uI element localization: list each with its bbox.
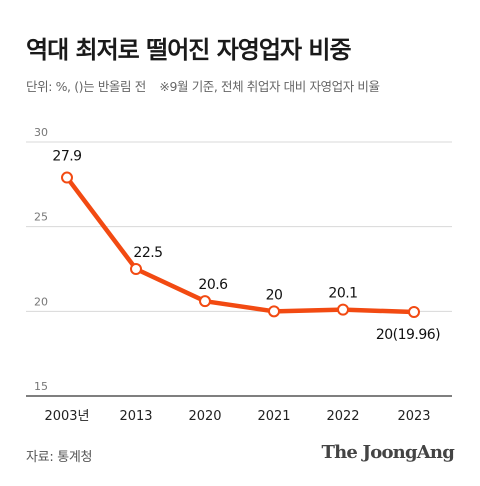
y-tick-label: 30	[34, 126, 48, 139]
data-label: 27.9	[52, 149, 81, 165]
data-point	[61, 171, 73, 184]
series-line	[64, 175, 417, 315]
y-tick-label: 20	[34, 295, 48, 308]
source-text: 자료: 통계청	[26, 450, 93, 465]
unit-note: 단위: %, ()는 반올림 전	[26, 79, 146, 94]
footnote: ※9월 기준, 전체 취업자 대비 자영업자 비율	[159, 79, 380, 94]
x-tick-label: 2021	[257, 409, 290, 424]
data-label: 20.1	[328, 286, 357, 302]
data-point	[337, 303, 349, 316]
x-tick-label: 2022	[326, 409, 359, 424]
y-tick-label: 25	[34, 211, 48, 224]
x-tick-label: 2023	[397, 409, 430, 424]
data-label: 22.5	[133, 245, 162, 261]
data-point	[130, 263, 142, 275]
x-tick-label: 2020	[188, 409, 221, 424]
x-tick-label: 2003년	[44, 409, 89, 424]
data-point	[268, 305, 280, 318]
x-tick-label: 2013	[119, 409, 152, 424]
y-tick-label: 15	[34, 380, 48, 393]
data-label: 20(19.96)	[376, 327, 440, 343]
chart-title: 역대 최저로 떨어진 자영업자 비중	[26, 36, 352, 64]
chart-subtitle: 단위: %, ()는 반올림 전 ※9월 기준, 전체 취업자 대비 자영업자 …	[26, 76, 380, 95]
data-point	[199, 295, 211, 308]
data-label: 20.6	[198, 277, 228, 293]
brand-logo: The JoongAng	[321, 442, 455, 463]
data-point	[408, 306, 420, 319]
data-label: 20	[266, 287, 283, 303]
